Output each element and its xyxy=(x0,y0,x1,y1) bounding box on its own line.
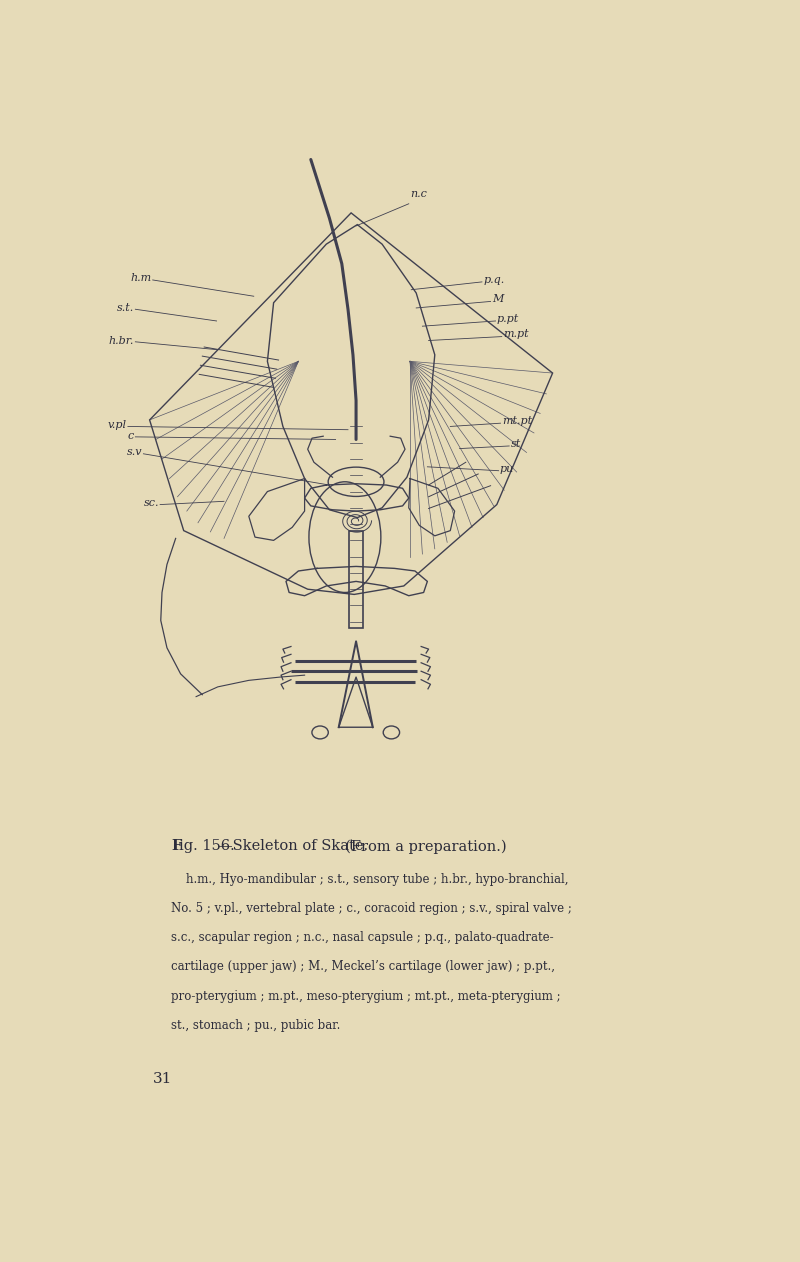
Text: (From a preparation.): (From a preparation.) xyxy=(336,839,506,854)
Text: s.v: s.v xyxy=(126,448,142,458)
Text: s.t.: s.t. xyxy=(117,303,134,313)
Text: pro-pterygium ; m.pt., meso-pterygium ; mt.pt., meta-pterygium ;: pro-pterygium ; m.pt., meso-pterygium ; … xyxy=(171,989,561,1002)
Text: v.pl: v.pl xyxy=(108,420,126,430)
Text: 31: 31 xyxy=(153,1073,172,1087)
Text: h.br.: h.br. xyxy=(109,336,134,346)
Text: No. 5 ; v.pl., vertebral plate ; c., coracoid region ; s.v., spiral valve ;: No. 5 ; v.pl., vertebral plate ; c., cor… xyxy=(171,902,572,915)
Text: —Skeleton of Skate.: —Skeleton of Skate. xyxy=(218,839,368,853)
Text: h.m., Hyo-mandibular ; s.t., sensory tube ; h.br., hypo-branchial,: h.m., Hyo-mandibular ; s.t., sensory tub… xyxy=(171,873,569,886)
Text: p.q.: p.q. xyxy=(483,275,505,285)
Text: cartilage (upper jaw) ; M., Meckel’s cartilage (lower jaw) ; p.pt.,: cartilage (upper jaw) ; M., Meckel’s car… xyxy=(171,960,555,973)
Text: mt.pt: mt.pt xyxy=(502,416,532,427)
Text: p.pt: p.pt xyxy=(497,314,519,324)
Text: st: st xyxy=(510,439,521,449)
Text: ig. 156.: ig. 156. xyxy=(179,839,235,853)
Text: sc.: sc. xyxy=(143,498,159,509)
Text: c: c xyxy=(128,432,134,442)
Text: st., stomach ; pu., pubic bar.: st., stomach ; pu., pubic bar. xyxy=(171,1018,341,1032)
Text: n.c: n.c xyxy=(410,188,427,198)
Text: h.m: h.m xyxy=(130,273,151,283)
Text: s.c., scapular region ; n.c., nasal capsule ; p.q., palato-quadrate-: s.c., scapular region ; n.c., nasal caps… xyxy=(171,931,554,944)
Text: pu: pu xyxy=(500,463,514,473)
Text: F: F xyxy=(171,839,182,853)
Text: m.pt: m.pt xyxy=(503,329,529,339)
Text: M: M xyxy=(492,294,503,304)
